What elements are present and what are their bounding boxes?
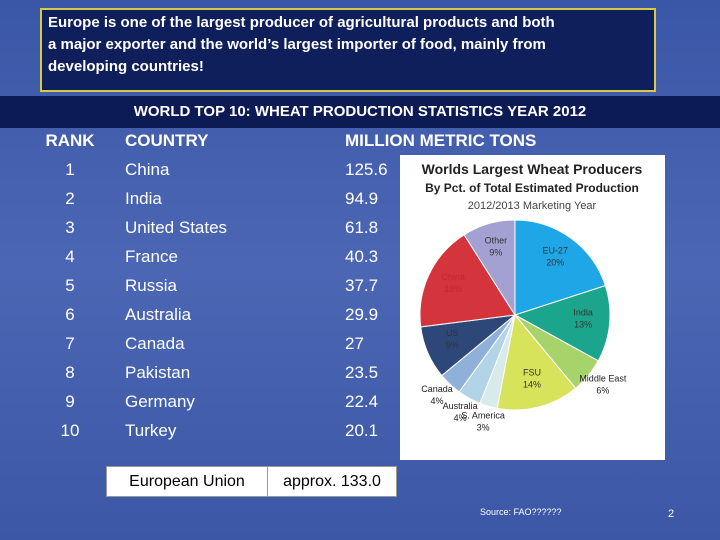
slice-label: 20% <box>546 258 564 268</box>
table-cell: 5 <box>65 276 75 295</box>
header-line: Europe is one of the largest producer of… <box>48 14 555 31</box>
slice-label: 13% <box>574 319 592 329</box>
table-cell: India <box>125 189 162 208</box>
table-cell: 7 <box>65 334 75 353</box>
table-cell: Australia <box>125 305 192 324</box>
header-box: Europe is one of the largest producer of… <box>40 8 656 92</box>
slice-name: Australia <box>443 401 478 411</box>
pie-slice <box>463 219 516 317</box>
table-cell: 40.3 <box>345 247 379 266</box>
chart-period: 2012/2013 Marketing Year <box>468 200 597 212</box>
chart-subtitle: By Pct. of Total Estimated Production <box>425 181 639 195</box>
table-cell: Canada <box>125 334 185 353</box>
slice-label: 4% <box>454 413 467 423</box>
slice-label: 9% <box>489 247 502 257</box>
chart-title: Worlds Largest Wheat Producers <box>422 161 643 177</box>
table-cell: 6 <box>65 305 75 324</box>
table-cell: Turkey <box>125 421 177 440</box>
table-cell: 4 <box>65 247 75 266</box>
table-cell: Germany <box>125 392 195 411</box>
table-cell: 9 <box>65 392 75 411</box>
table-cell: 94.9 <box>345 189 379 208</box>
pie-slice <box>496 313 577 411</box>
table-cell: China <box>125 160 170 179</box>
slice-name: EU-27 <box>542 246 568 256</box>
page-number: 2 <box>668 508 675 520</box>
table-cell: 1 <box>65 160 75 179</box>
slice-label: 3% <box>477 422 490 432</box>
source: Source: FAO?????? <box>480 507 562 517</box>
slice-label: 4% <box>430 396 443 406</box>
table-cell: 125.6 <box>345 160 388 179</box>
table-cell: 20.1 <box>345 421 379 440</box>
pie-chart: Worlds Largest Wheat Producers By Pct. o… <box>400 155 665 460</box>
pie-slice <box>419 234 516 328</box>
pie-slice <box>513 285 611 362</box>
table-cell: 22.4 <box>345 392 379 411</box>
column-header: COUNTRY <box>125 131 209 150</box>
column-header: MILLION METRIC TONS <box>345 131 537 150</box>
table-cell: 37.7 <box>345 276 379 295</box>
table-cell: 27 <box>345 334 364 353</box>
table-cell: United States <box>125 218 228 237</box>
slice-name: S. America <box>461 410 505 420</box>
table-cell: 8 <box>65 363 75 382</box>
slice-name: Canada <box>421 384 453 394</box>
table-cell: 2 <box>65 189 75 208</box>
slice-name: China <box>441 272 465 282</box>
slice-name: Middle East <box>579 374 627 384</box>
slice-label: 18% <box>444 284 462 294</box>
slice-name: US <box>446 328 459 338</box>
slice-name: Other <box>485 235 508 245</box>
table-cell: Russia <box>125 276 177 295</box>
table-title: WORLD TOP 10: WHEAT PRODUCTION STATISTIC… <box>0 96 720 128</box>
table-cell: 61.8 <box>345 218 379 237</box>
header-line: developing countries! <box>48 58 204 75</box>
summary-value: approx. 133.0 <box>267 466 397 497</box>
slice-label: 9% <box>446 340 459 350</box>
summary-label: European Union <box>106 466 268 497</box>
slice-label: 6% <box>596 386 609 396</box>
table-cell: 10 <box>60 421 80 440</box>
table-cell: France <box>125 247 178 266</box>
table-cell: Pakistan <box>125 363 191 382</box>
pie-slice <box>514 219 606 316</box>
slice-label: 14% <box>523 379 541 389</box>
table-cell: 3 <box>65 218 75 237</box>
table-cell: 23.5 <box>345 363 379 382</box>
column-header: RANK <box>45 131 95 150</box>
header-line: a major exporter and the world’s largest… <box>48 36 546 53</box>
table-cell: 29.9 <box>345 305 379 324</box>
slice-name: FSU <box>523 367 541 377</box>
slice-name: India <box>573 307 593 317</box>
